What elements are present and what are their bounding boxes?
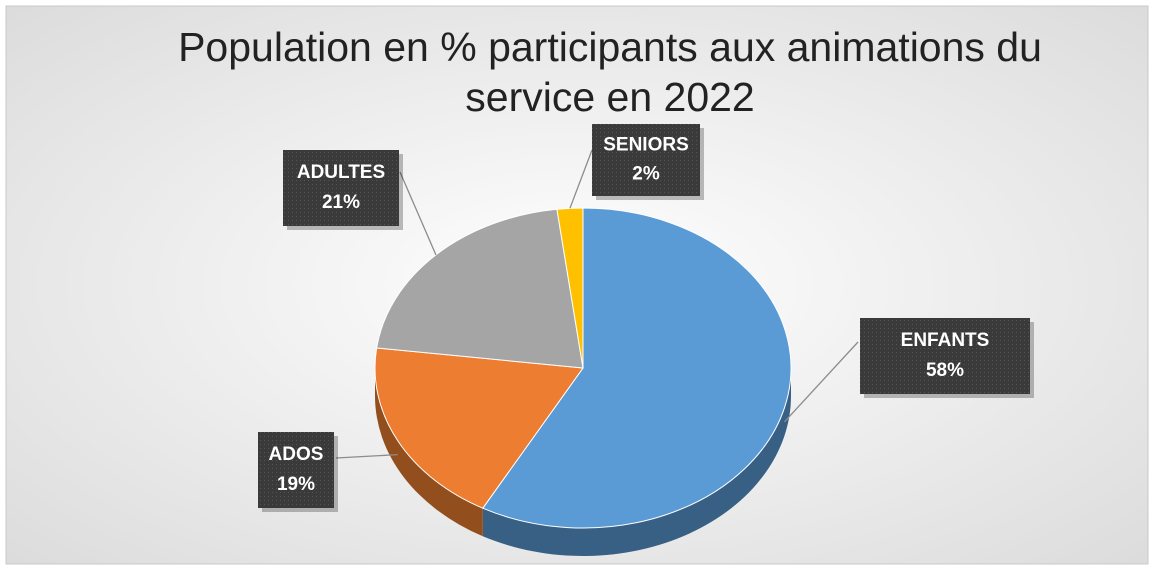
value-label: 58% <box>926 360 964 381</box>
leader-line <box>783 341 859 423</box>
category-label: ADULTES <box>297 162 385 183</box>
label-box <box>283 150 399 226</box>
leader-line <box>569 149 593 209</box>
label-box <box>258 432 334 508</box>
slice <box>376 208 584 369</box>
slice <box>482 207 792 529</box>
label-box <box>592 124 700 196</box>
value-label: 2% <box>632 163 660 184</box>
value-label: 19% <box>277 474 315 495</box>
category-label: SENIORS <box>603 135 689 156</box>
category-label: ENFANTS <box>901 330 990 351</box>
value-label: 21% <box>322 192 360 213</box>
slice-side <box>375 368 483 537</box>
leader-line <box>399 171 437 256</box>
category-label: ADOS <box>269 444 324 465</box>
slice <box>374 347 584 509</box>
leader-line <box>335 453 398 459</box>
slice-side <box>482 368 791 556</box>
label-box <box>860 318 1030 394</box>
chart-title: Population en % participants aux animati… <box>178 24 1042 120</box>
slice <box>556 207 584 369</box>
